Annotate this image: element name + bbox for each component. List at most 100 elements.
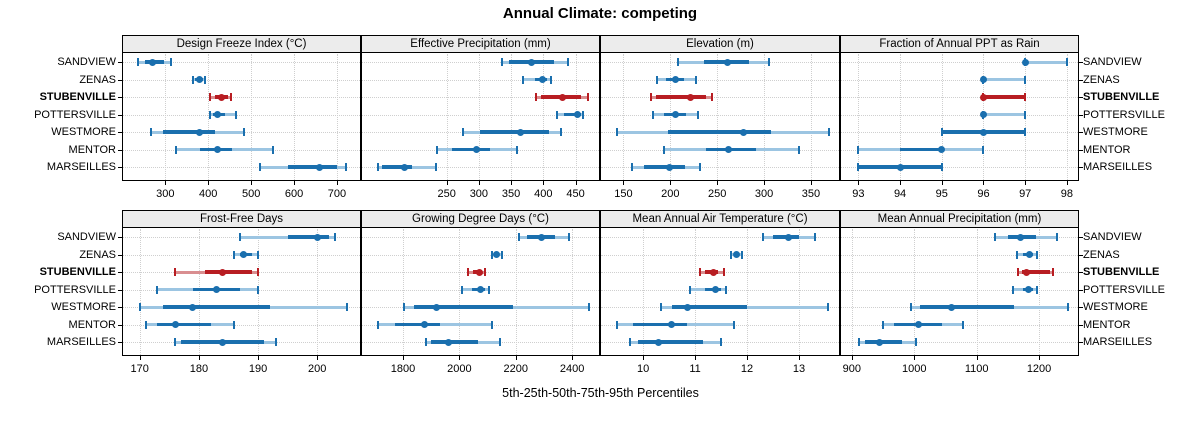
whisker-cap xyxy=(490,320,493,329)
x-axis-tick-label: 2200 xyxy=(503,363,528,375)
whisker-cap xyxy=(662,145,665,154)
h-gridline xyxy=(601,167,839,168)
whisker-cap xyxy=(521,75,524,84)
whisker-high xyxy=(739,253,742,256)
median-dot xyxy=(559,93,567,101)
whisker-low xyxy=(630,340,638,344)
whisker-low xyxy=(210,95,215,99)
whisker-high xyxy=(718,270,724,274)
median-dot xyxy=(316,163,324,171)
h-gridline xyxy=(123,62,360,63)
median-dot xyxy=(686,93,694,101)
median-dot xyxy=(433,303,441,311)
whisker-low xyxy=(240,235,288,239)
whisker-high xyxy=(580,95,589,99)
x-axis-tick-label: 180 xyxy=(189,363,209,375)
iqr-bar xyxy=(480,130,550,134)
whisker-high xyxy=(755,148,799,151)
whisker-cap xyxy=(615,128,618,136)
y-axis-tick xyxy=(1079,79,1083,81)
median-dot xyxy=(712,286,720,293)
x-axis-tick xyxy=(208,181,210,185)
whisker-high xyxy=(484,288,489,291)
whisker-high xyxy=(749,60,769,64)
v-gridline xyxy=(317,229,319,355)
whisker-cap xyxy=(652,110,655,119)
whisker-high xyxy=(983,78,1026,81)
whisker-cap xyxy=(699,268,702,276)
whisker-cap xyxy=(857,145,860,154)
median-dot xyxy=(979,76,987,83)
whisker-high xyxy=(210,323,235,326)
location-label-right: SANDVIEW xyxy=(1083,56,1142,68)
iqr-bar xyxy=(431,340,478,344)
panel-strip-growing-degree-days-c: Growing Degree Days (°C) xyxy=(361,210,600,228)
y-axis-tick xyxy=(1079,114,1083,116)
v-gridline xyxy=(294,54,296,180)
x-axis-tick-label: 190 xyxy=(248,363,268,375)
x-axis-tick-label: 150 xyxy=(614,188,633,200)
whisker-low xyxy=(557,113,564,116)
whisker-cap xyxy=(170,58,173,66)
median-dot xyxy=(724,146,732,153)
whisker-low xyxy=(689,288,706,291)
location-label-left: STUBENVILLE xyxy=(39,91,116,103)
location-label-left: MARSEILLES xyxy=(46,161,116,173)
whisker-cap xyxy=(487,285,490,294)
x-axis-tick xyxy=(198,356,200,360)
whisker-cap xyxy=(233,320,236,329)
whisker-low xyxy=(150,130,164,134)
panel-strip-fraction-of-annual-ppt-as-rain: Fraction of Annual PPT as Rain xyxy=(840,35,1079,53)
iqr-bar xyxy=(667,130,771,134)
whisker-high xyxy=(336,165,347,169)
y-axis-tick xyxy=(118,254,122,256)
whisker-low xyxy=(883,323,894,326)
x-axis-tick xyxy=(575,181,577,185)
whisker-low xyxy=(404,305,415,309)
whisker-low xyxy=(617,323,633,326)
whisker-cap xyxy=(722,268,725,276)
h-gridline xyxy=(362,114,599,116)
h-gridline xyxy=(841,272,1078,273)
median-dot xyxy=(149,58,157,66)
median-dot xyxy=(1016,233,1024,241)
median-dot xyxy=(672,111,680,118)
whisker-cap xyxy=(710,93,713,101)
v-gridline xyxy=(336,54,338,180)
location-label-left: ZENAS xyxy=(79,73,116,86)
whisker-low xyxy=(661,305,672,309)
median-dot xyxy=(979,111,987,118)
y-axis-tick xyxy=(1079,272,1083,273)
median-dot xyxy=(477,286,484,293)
whisker-low xyxy=(175,270,205,274)
location-label-right: WESTMORE xyxy=(1083,301,1148,313)
iqr-bar xyxy=(637,340,703,344)
whisker-cap xyxy=(209,93,212,101)
whisker-cap xyxy=(556,110,559,119)
whisker-low xyxy=(259,165,289,169)
y-axis-tick xyxy=(118,324,122,326)
location-label-left: MENTOR xyxy=(68,143,116,156)
x-axis-tick xyxy=(851,356,853,360)
whisker-cap xyxy=(813,233,816,241)
whisker-cap xyxy=(616,320,619,329)
location-label-left: POTTERSVILLE xyxy=(34,283,116,296)
whisker-cap xyxy=(725,285,728,294)
whisker-high xyxy=(684,78,696,81)
whisker-high xyxy=(202,78,206,81)
location-label-left: MARSEILLES xyxy=(46,336,116,348)
h-gridline xyxy=(841,62,1078,63)
whisker-cap xyxy=(1024,128,1027,136)
v-gridline xyxy=(446,54,448,180)
whisker-cap xyxy=(174,268,177,276)
whisker-cap xyxy=(882,320,885,329)
whisker-low xyxy=(467,270,474,274)
whisker-cap xyxy=(257,250,260,259)
x-axis-tick xyxy=(165,181,167,185)
iqr-bar xyxy=(864,340,902,344)
whisker-cap xyxy=(629,338,632,346)
x-axis-tick xyxy=(511,181,513,185)
v-gridline xyxy=(717,54,719,180)
x-axis-tick-label: 1000 xyxy=(902,363,927,375)
whisker-high xyxy=(549,130,561,134)
